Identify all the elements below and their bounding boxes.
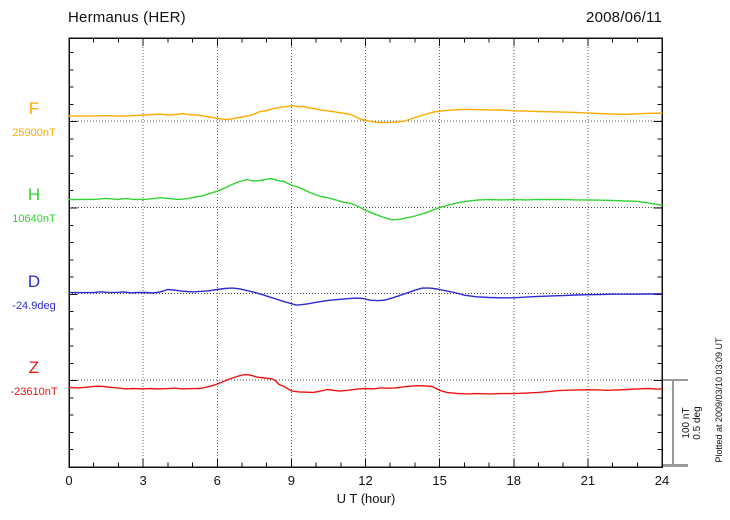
- plotted-at-label: Plotted at 2009/03/10 03:09 UT: [714, 337, 724, 463]
- trace-f: [68, 104, 663, 124]
- x-tick-label: 18: [506, 473, 521, 488]
- scale-bar-nt: 100 nT: [681, 407, 692, 439]
- x-tick-label: 9: [287, 473, 295, 488]
- scale-bar-deg: 0.5 deg: [692, 406, 703, 440]
- x-tick-label: 3: [139, 473, 147, 488]
- trace-d: [68, 287, 663, 306]
- trace-baseline-value-h: 10640nT: [12, 213, 56, 226]
- x-tick-label: 15: [432, 473, 447, 488]
- scale-bar-label: 100 nT 0.5 deg: [681, 401, 703, 445]
- trace-baseline-value-d: -24.9deg: [12, 299, 56, 312]
- trace-label-d: D: [27, 271, 41, 291]
- x-tick-label: 21: [580, 473, 596, 488]
- trace-h: [68, 177, 663, 221]
- trace-z: [68, 373, 663, 395]
- trace-label-h: H: [27, 185, 41, 205]
- date-label: 2008/06/11: [586, 9, 662, 26]
- trace-label-f: F: [28, 99, 40, 118]
- trace-label-z: Z: [28, 357, 40, 377]
- x-tick-label: 6: [213, 473, 221, 488]
- x-tick-label: 24: [654, 473, 670, 488]
- x-tick-label: 0: [65, 473, 73, 488]
- station-title: Hermanus (HER): [68, 9, 186, 26]
- trace-baseline-value-z: -23610nT: [10, 385, 58, 398]
- trace-baseline-value-f: 25900nT: [12, 127, 56, 139]
- x-axis-title: U T (hour): [336, 491, 396, 506]
- x-tick-label: 12: [358, 473, 373, 488]
